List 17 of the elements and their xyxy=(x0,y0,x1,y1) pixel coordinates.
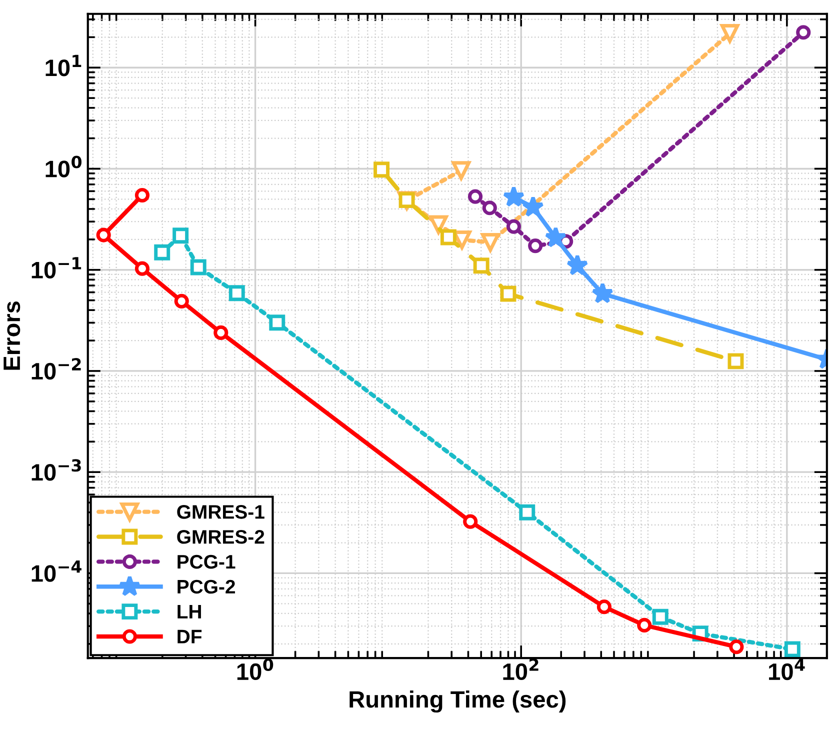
x-tick-label: 10$^{0}$ xyxy=(237,658,274,680)
legend-label: GMRES-2 xyxy=(177,530,264,544)
y-tick-label: 10$^{0}$ xyxy=(46,156,82,178)
x-tick-label: 10$^{2}$ xyxy=(503,658,538,680)
y-axis-title: Errors xyxy=(4,301,20,370)
legend-label: PCG-2 xyxy=(178,580,235,594)
y-tick-label: 10$^{−2}$ xyxy=(32,358,81,380)
x-axis-title: Running Time (sec) xyxy=(350,690,566,713)
legend-label: DF xyxy=(178,630,202,644)
legend-label: PCG-1 xyxy=(178,554,236,569)
y-tick-label: 10$^{−3}$ xyxy=(32,459,81,481)
x-tick-label: 10$^{4}$ xyxy=(769,658,805,680)
y-tick-label: 10$^{−1}$ xyxy=(32,257,82,278)
legend-label: LH xyxy=(178,604,201,618)
y-tick-label: 10$^{−4}$ xyxy=(32,560,82,582)
y-tick-label: 10$^{1}$ xyxy=(46,54,82,76)
legend-label: GMRES-1 xyxy=(177,505,264,519)
